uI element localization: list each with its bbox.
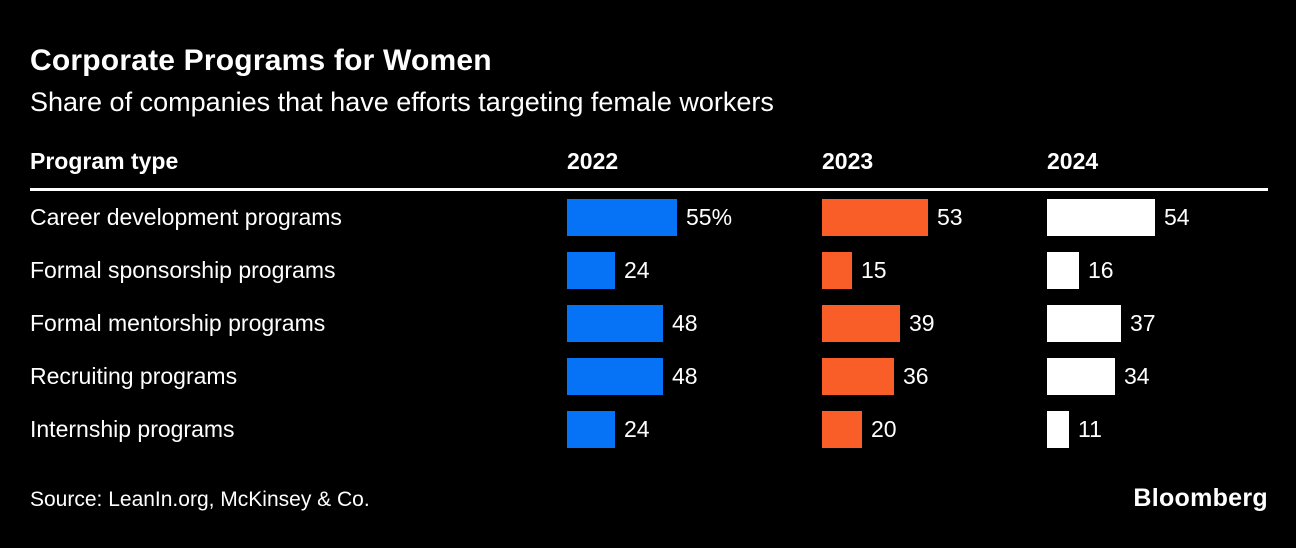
bloomberg-logo: Bloomberg bbox=[1133, 483, 1268, 512]
table-header: Program type 2022 2023 2024 bbox=[30, 148, 1268, 191]
table-row: Recruiting programs 48 36 34 bbox=[30, 350, 1268, 403]
bar-2023 bbox=[822, 198, 928, 236]
value-label: 39 bbox=[909, 309, 935, 336]
value-label: 54 bbox=[1164, 203, 1190, 230]
bar-2023 bbox=[822, 251, 852, 289]
bar-2022 bbox=[567, 410, 615, 448]
bar-2023 bbox=[822, 304, 900, 342]
bar-cell-2023: 15 bbox=[822, 244, 1047, 297]
bar-cell-2024: 11 bbox=[1047, 403, 1268, 456]
bar-cell-2023: 36 bbox=[822, 350, 1047, 403]
bar-2024 bbox=[1047, 357, 1115, 395]
column-header-2023: 2023 bbox=[822, 147, 874, 174]
bar-cell-2023: 53 bbox=[822, 191, 1047, 244]
value-label: 36 bbox=[903, 362, 929, 389]
source-text: Source: LeanIn.org, McKinsey & Co. bbox=[30, 487, 370, 511]
value-label: 55% bbox=[686, 203, 733, 230]
value-label: 53 bbox=[937, 203, 963, 230]
value-label: 24 bbox=[624, 256, 650, 283]
bar-cell-2024: 37 bbox=[1047, 297, 1268, 350]
bar-cell-2024: 16 bbox=[1047, 244, 1268, 297]
value-label: 48 bbox=[672, 362, 698, 389]
bar-2024 bbox=[1047, 251, 1079, 289]
value-label: 16 bbox=[1088, 256, 1114, 283]
chart-subtitle: Share of companies that have efforts tar… bbox=[30, 86, 774, 117]
bar-2022 bbox=[567, 198, 677, 236]
table-row: Formal mentorship programs 48 39 37 bbox=[30, 297, 1268, 350]
chart-footer: Source: LeanIn.org, McKinsey & Co. Bloom… bbox=[30, 484, 1268, 513]
bar-cell-2022: 24 bbox=[567, 244, 822, 297]
bar-2022 bbox=[567, 304, 663, 342]
bar-cell-2022: 48 bbox=[567, 350, 822, 403]
bar-cell-2023: 39 bbox=[822, 297, 1047, 350]
column-header-2022: 2022 bbox=[567, 147, 619, 174]
value-label: 48 bbox=[672, 309, 698, 336]
table-row: Career development programs 55% 53 54 bbox=[30, 191, 1268, 244]
bar-2023 bbox=[822, 410, 862, 448]
bar-2023 bbox=[822, 357, 894, 395]
bar-cell-2023: 20 bbox=[822, 403, 1047, 456]
bar-2022 bbox=[567, 357, 663, 395]
row-label: Recruiting programs bbox=[30, 362, 238, 389]
value-label: 11 bbox=[1078, 415, 1102, 442]
bar-2024 bbox=[1047, 410, 1069, 448]
table-body: Career development programs 55% 53 54 Formal… bbox=[30, 191, 1268, 456]
bar-2024 bbox=[1047, 198, 1155, 236]
bar-cell-2024: 54 bbox=[1047, 191, 1268, 244]
bar-cell-2022: 48 bbox=[567, 297, 822, 350]
bar-2024 bbox=[1047, 304, 1121, 342]
column-header-2024: 2024 bbox=[1047, 147, 1099, 174]
chart-title: Corporate Programs for Women bbox=[30, 44, 492, 77]
row-label: Formal mentorship programs bbox=[30, 309, 326, 336]
value-label: 20 bbox=[871, 415, 897, 442]
value-label: 34 bbox=[1124, 362, 1150, 389]
bar-cell-2022: 55% bbox=[567, 191, 822, 244]
column-header-program-type: Program type bbox=[30, 147, 179, 174]
row-label: Formal sponsorship programs bbox=[30, 256, 336, 283]
bar-cell-2022: 24 bbox=[567, 403, 822, 456]
row-label: Internship programs bbox=[30, 415, 235, 442]
value-label: 37 bbox=[1130, 309, 1156, 336]
bar-cell-2024: 34 bbox=[1047, 350, 1268, 403]
row-label: Career development programs bbox=[30, 203, 342, 230]
value-label: 15 bbox=[861, 256, 887, 283]
table-row: Formal sponsorship programs 24 15 16 bbox=[30, 244, 1268, 297]
bar-2022 bbox=[567, 251, 615, 289]
value-label: 24 bbox=[624, 415, 650, 442]
table-row: Internship programs 24 20 11 bbox=[30, 403, 1268, 456]
